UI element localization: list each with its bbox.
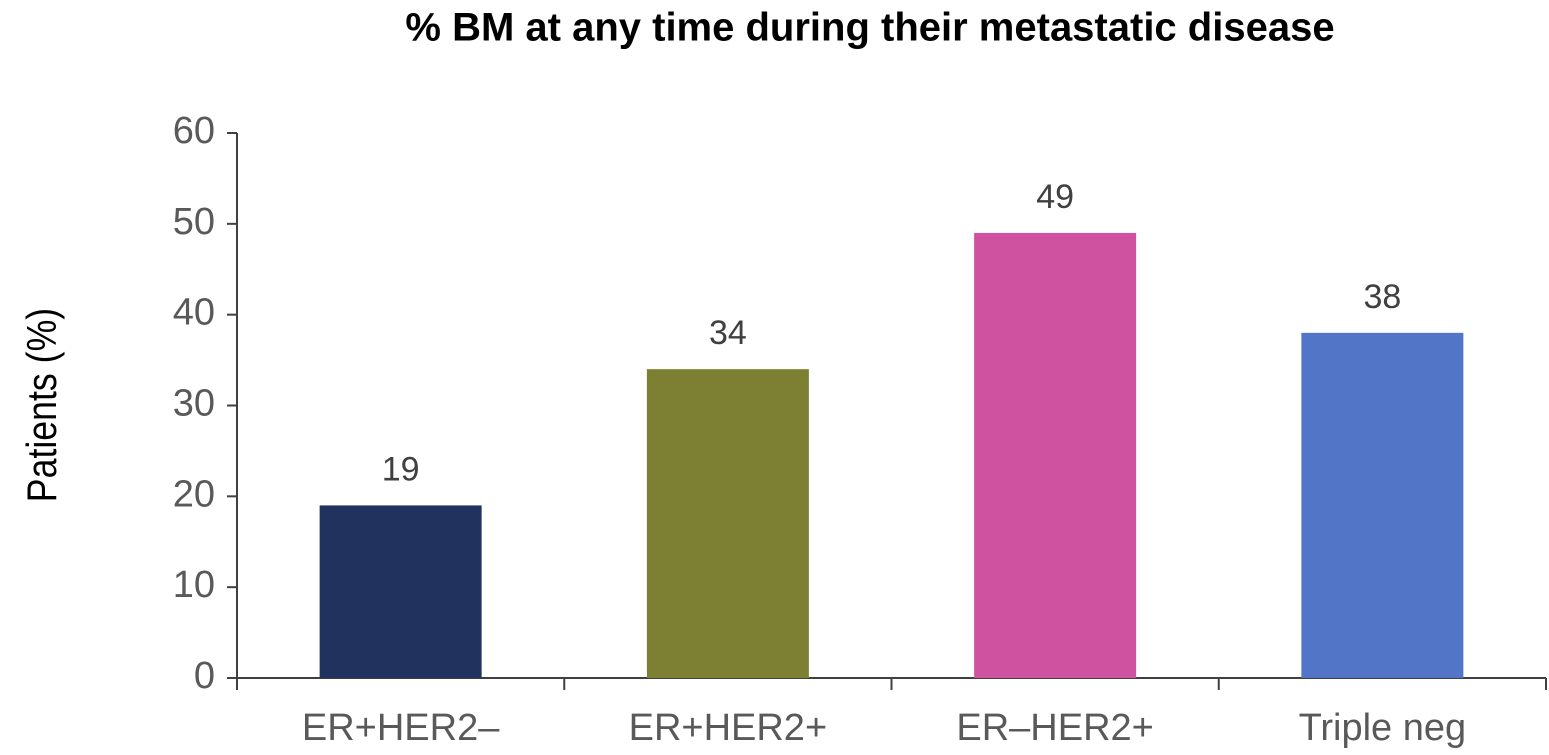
y-tick-label: 50 [173,201,215,243]
data-label: 19 [382,450,420,488]
bar [1301,332,1464,678]
bar [319,505,482,678]
x-tick-label: ER–HER2+ [956,707,1153,749]
bar [974,232,1137,678]
x-tick-label: ER+HER2– [302,707,500,749]
bar [646,369,809,678]
y-tick-label: 0 [194,655,215,697]
y-tick-label: 20 [173,473,215,515]
data-label: 34 [709,314,747,352]
data-label: 38 [1363,278,1401,316]
chart-title: % BM at any time during their metastatic… [405,6,1334,50]
data-label: 49 [1036,178,1074,216]
y-tick-label: 60 [173,110,215,152]
y-axis-label: Patients (%) [19,308,65,502]
y-tick-label: 40 [173,292,215,334]
y-tick-label: 30 [173,383,215,425]
y-tick-label: 10 [173,564,215,606]
x-tick-label: Triple neg [1299,707,1467,749]
x-tick-label: ER+HER2+ [629,707,828,749]
